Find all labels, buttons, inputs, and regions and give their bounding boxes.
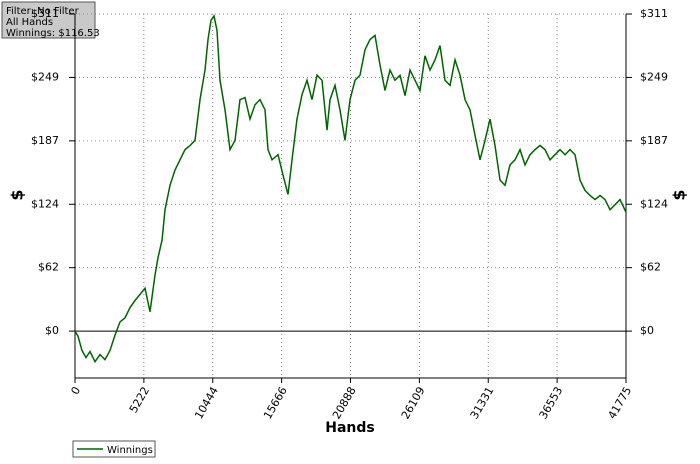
y2-tick-label: $249 — [640, 70, 668, 83]
y2-tick-label: $311 — [640, 7, 668, 20]
y-tick-label: $311 — [31, 7, 59, 20]
line — [74, 14, 627, 364]
legend-box — [72, 440, 156, 458]
y-axis-label: $ — [8, 189, 27, 200]
y-tick-label: $187 — [31, 134, 59, 147]
legend-label: Winnings — [107, 445, 153, 456]
info-text: All Hands — [6, 17, 53, 28]
y2-axis-label: $ — [670, 189, 689, 200]
y-tick-label: $62 — [38, 261, 59, 274]
info-box — [1, 1, 96, 39]
y-tick-label: $249 — [31, 70, 59, 83]
y-tick-label: $124 — [31, 197, 59, 210]
y2-tick-label: $187 — [640, 134, 668, 147]
info-text: Winnings: $116.53 — [6, 28, 100, 39]
y2-tick-label: $124 — [640, 197, 668, 210]
y2-tick-label: $62 — [640, 261, 661, 274]
x-axis-label: Hands — [325, 420, 375, 436]
y-tick-label: $0 — [45, 324, 59, 337]
y2-tick-label: $0 — [640, 324, 654, 337]
info-text: Filter: No Filter — [6, 6, 80, 17]
